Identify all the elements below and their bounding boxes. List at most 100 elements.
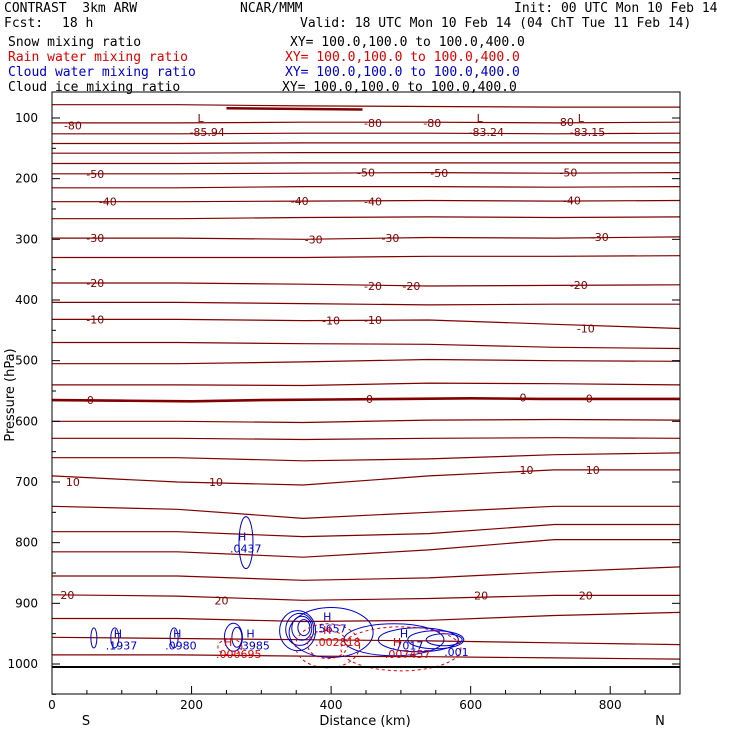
high-value-label: .001 <box>444 646 469 659</box>
x-tick-label: 600 <box>459 698 482 712</box>
cold-core-line <box>226 107 363 111</box>
isotherm-label: 0 <box>520 392 527 405</box>
high-value-label: .002818 <box>315 636 361 649</box>
field-xy-cloud-water: XY= 100.0,100.0 to 100.0,400.0 <box>285 65 520 80</box>
high-value-label: .000695 <box>216 648 262 661</box>
low-marker: L <box>477 112 484 125</box>
cloud-water-contour <box>238 516 254 570</box>
isotherm-label: -80 <box>364 117 382 130</box>
temperature-isotherm <box>52 318 681 330</box>
isotherm-label: -10 <box>364 314 382 327</box>
temperature-isotherm <box>51 636 681 646</box>
isotherm-label: -80 <box>64 119 82 132</box>
field-name-cloud-water: Cloud water mixing ratio <box>8 65 196 80</box>
cloud-water-contour <box>169 627 179 649</box>
field-name-rain: Rain water mixing ratio <box>8 50 189 65</box>
isotherm-label: 20 <box>579 589 593 602</box>
y-tick-label: 900 <box>15 596 38 610</box>
temperature-isotherm <box>52 142 680 145</box>
temperature-isotherm <box>52 654 681 660</box>
high-marker: H <box>224 636 232 649</box>
low-value-label: -85.94 <box>189 126 224 139</box>
isotherm-label: 10 <box>209 476 223 489</box>
model-title: CONTRAST 3km ARW <box>4 1 138 16</box>
low-value-label: -83.15 <box>570 126 605 139</box>
cloud-water-contour <box>90 627 98 649</box>
temperature-isotherm <box>52 611 681 623</box>
valid-time: Valid: 18 UTC Mon 10 Feb 14 (04 ChT Tue … <box>300 16 692 31</box>
high-marker: H <box>393 636 401 649</box>
high-marker: H <box>114 628 122 641</box>
temperature-isotherm <box>52 437 681 441</box>
temperature-isotherm <box>51 594 680 601</box>
isotherm-label: -50 <box>86 168 104 181</box>
field-name-cloud-ice: Cloud ice mixing ratio <box>8 80 181 95</box>
rain-contour <box>217 638 243 656</box>
temperature-isotherm <box>52 216 681 220</box>
y-tick-label: 800 <box>15 536 38 550</box>
isotherm-label: -30 <box>86 232 104 245</box>
isotherm-label: -10 <box>86 313 104 326</box>
isotherm-label: -40 <box>99 196 117 209</box>
y-tick-label: 300 <box>15 232 38 246</box>
high-marker: H <box>246 628 254 641</box>
center-label: NCAR/MMM <box>240 1 303 16</box>
chart-header: CONTRAST 3km ARW NCAR/MMM Init: 00 UTC M… <box>0 0 740 96</box>
temperature-isotherm <box>52 186 681 189</box>
temperature-isotherm <box>52 382 681 387</box>
y-tick-label: 200 <box>15 172 38 186</box>
high-value-label: .5657 <box>315 623 347 636</box>
cloud-water-contour <box>291 615 313 641</box>
temperature-isotherm <box>52 152 680 154</box>
isotherm-label: -20 <box>364 280 382 293</box>
cloud-water-contour <box>231 626 243 648</box>
y-tick-label: 500 <box>15 354 38 368</box>
cloud-water-contour <box>223 622 243 652</box>
temperature-isotherm <box>51 469 680 486</box>
high-value-label: .007457 <box>385 648 431 661</box>
temperature-isotherm <box>52 452 681 462</box>
y-tick-label: 700 <box>15 475 38 489</box>
fcst-value: 18 h <box>62 16 94 31</box>
field-xy-cloud-ice: XY= 100.0,100.0 to 100.0,400.0 <box>282 80 517 95</box>
high-marker: H <box>323 624 331 637</box>
temperature-isotherm <box>52 358 681 365</box>
isotherm-label: 10 <box>66 476 80 489</box>
isotherm-label: 10 <box>519 464 533 477</box>
temperature-isotherm <box>52 418 681 424</box>
y-tick-label: 600 <box>15 414 38 428</box>
temperature-isotherm <box>52 132 681 135</box>
field-xy-snow: XY= 100.0,100.0 to 100.0,400.0 <box>290 35 525 50</box>
high-marker: H <box>173 628 181 641</box>
temperature-isotherm <box>52 341 681 350</box>
high-value-label: .0437 <box>230 543 262 556</box>
isotherm-label: -40 <box>364 196 382 209</box>
fcst-label: Fcst: <box>4 16 44 31</box>
isotherm-label: 0 <box>586 392 593 405</box>
temperature-isotherm <box>52 162 680 165</box>
north-end-label: N <box>655 714 665 729</box>
temperature-isotherm <box>52 539 680 558</box>
temperature-isotherm <box>52 566 681 581</box>
isotherm-label: -10 <box>577 323 595 336</box>
x-axis-title: Distance (km) <box>319 714 410 729</box>
high-marker: H <box>400 628 408 641</box>
contour-labels: -80 -80 -80 -80 -50 -50 -50 -50 -40 -40 -40 -40 -30 -… <box>60 112 608 661</box>
isotherm-label: -20 <box>402 280 420 293</box>
init-time: Init: 00 UTC Mon 10 Feb 14 <box>514 1 718 16</box>
isotherm-label: -40 <box>563 195 581 208</box>
high-marker: H <box>323 611 331 624</box>
y-axis-title: Pressure (hPa) <box>3 348 18 441</box>
isotherm-label: -40 <box>291 195 309 208</box>
isotherm-label: 20 <box>60 589 74 602</box>
temperature-contours <box>51 104 681 660</box>
isotherm-label: 20 <box>474 589 488 602</box>
x-tick-label: 800 <box>599 698 622 712</box>
temperature-isotherm <box>52 301 680 306</box>
rain-contour <box>307 630 349 660</box>
isotherm-label: 20 <box>215 594 229 607</box>
isotherm-label: -10 <box>322 315 340 328</box>
high-value-label: .7017 <box>392 640 424 653</box>
isotherm-label: 0 <box>366 393 373 406</box>
